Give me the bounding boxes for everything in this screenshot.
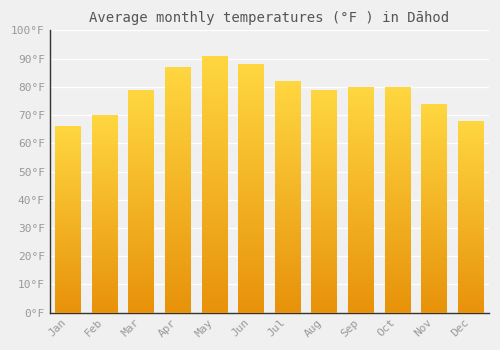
Title: Average monthly temperatures (°F ) in Dāhod: Average monthly temperatures (°F ) in Dā… [89, 11, 450, 25]
Bar [165, 67, 190, 313]
Bar [55, 126, 81, 313]
Bar [421, 104, 447, 313]
Bar [348, 87, 374, 313]
Bar [238, 64, 264, 313]
Bar [202, 56, 227, 313]
Bar [128, 90, 154, 313]
Bar [384, 87, 410, 313]
Bar [312, 90, 337, 313]
Bar [275, 81, 300, 313]
Bar [92, 115, 118, 313]
Bar [458, 121, 483, 313]
